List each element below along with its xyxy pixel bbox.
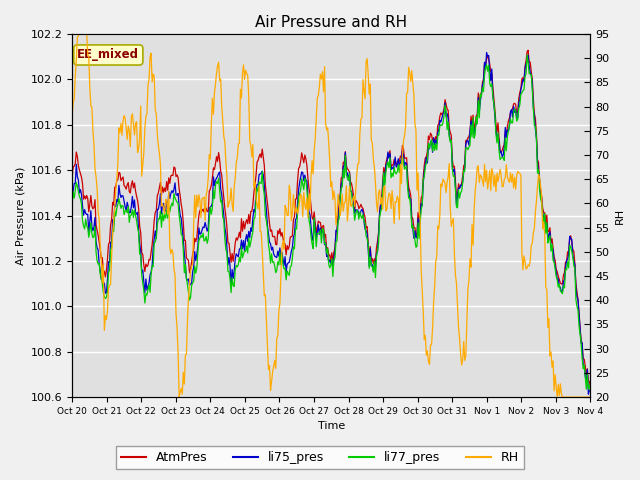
Text: EE_mixed: EE_mixed — [77, 48, 140, 61]
Legend: AtmPres, li75_pres, li77_pres, RH: AtmPres, li75_pres, li77_pres, RH — [116, 446, 524, 469]
Y-axis label: Air Pressure (kPa): Air Pressure (kPa) — [15, 167, 25, 265]
Y-axis label: RH: RH — [615, 207, 625, 224]
Title: Air Pressure and RH: Air Pressure and RH — [255, 15, 408, 30]
X-axis label: Time: Time — [317, 421, 345, 432]
